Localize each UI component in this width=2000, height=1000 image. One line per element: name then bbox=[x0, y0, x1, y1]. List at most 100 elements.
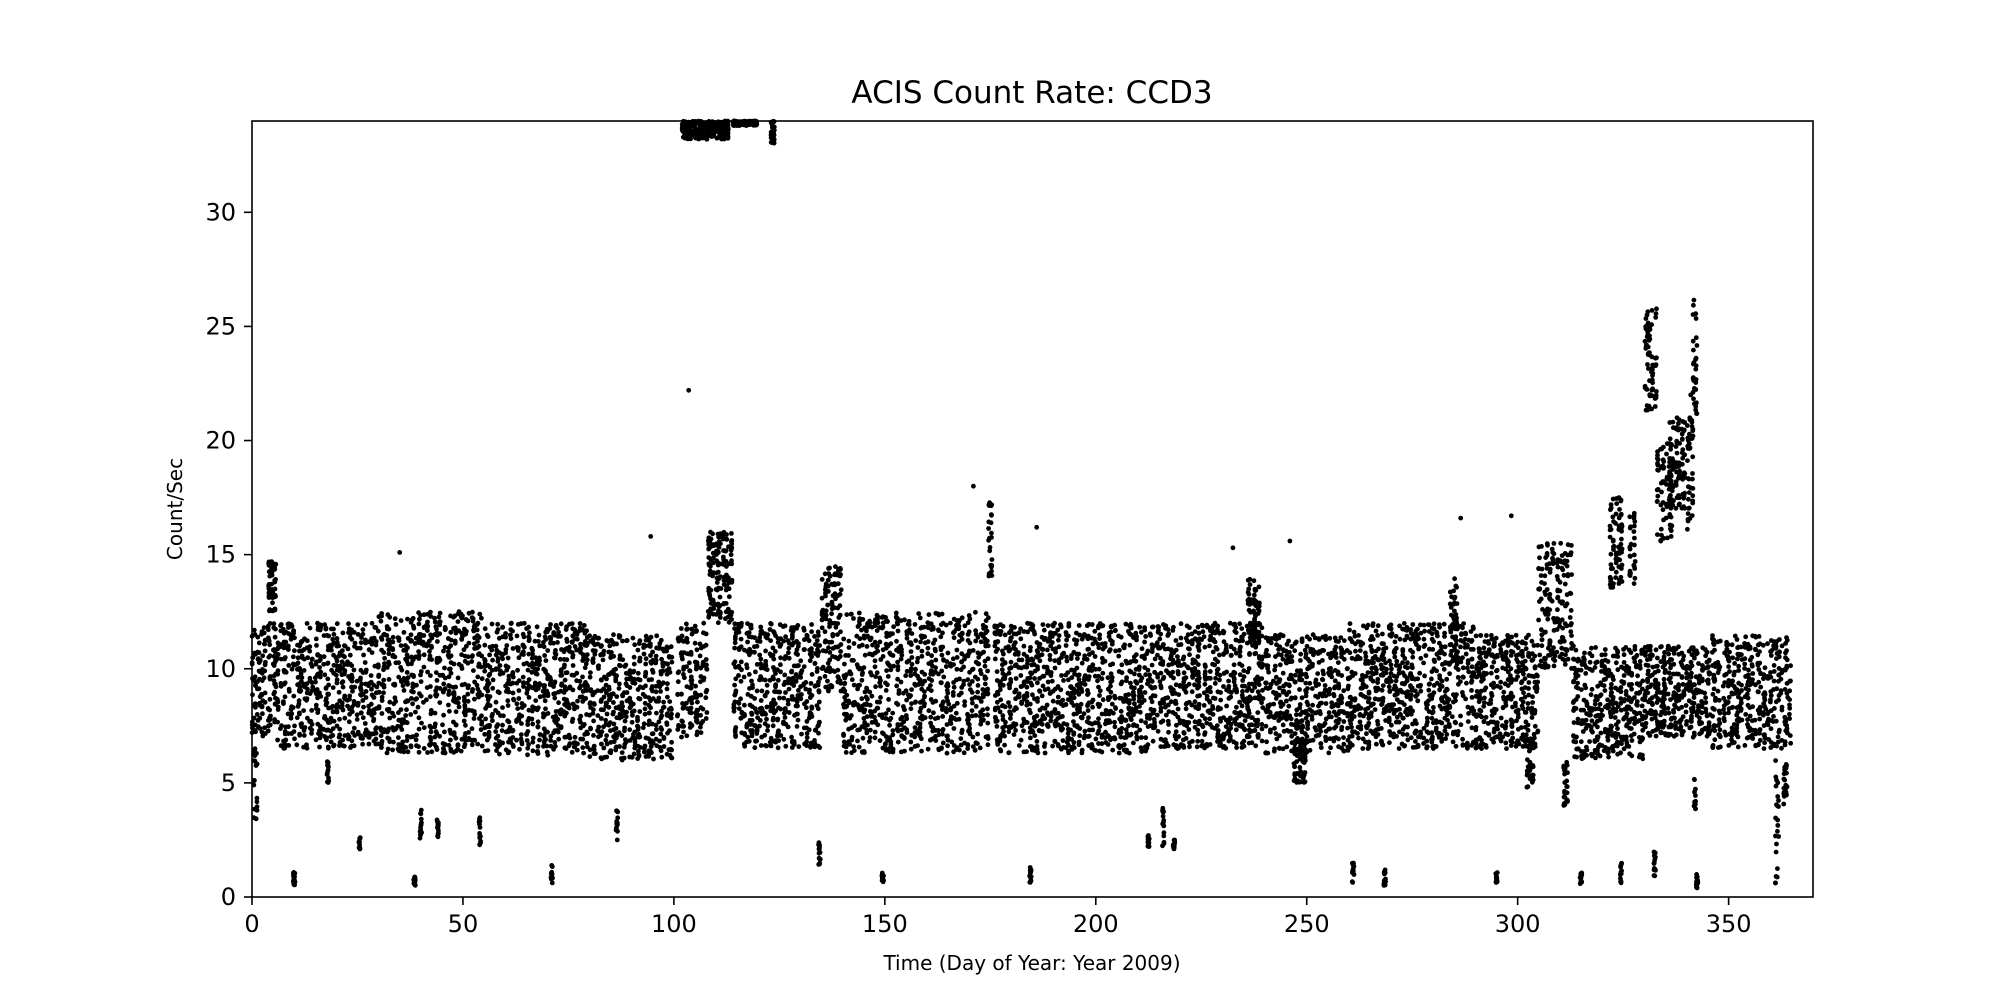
data-point bbox=[400, 739, 406, 745]
data-point bbox=[1112, 622, 1118, 628]
data-point bbox=[427, 649, 432, 654]
data-point bbox=[617, 744, 622, 749]
data-point bbox=[601, 652, 606, 657]
data-point bbox=[808, 681, 814, 686]
data-point bbox=[479, 713, 484, 719]
data-point bbox=[1133, 679, 1138, 684]
data-point bbox=[980, 707, 986, 713]
data-point bbox=[262, 641, 267, 647]
data-point bbox=[354, 712, 360, 718]
data-point bbox=[809, 654, 815, 660]
data-point bbox=[887, 722, 892, 728]
data-point bbox=[564, 710, 569, 716]
data-point bbox=[600, 657, 606, 663]
data-point bbox=[357, 645, 363, 651]
data-point bbox=[622, 718, 628, 724]
data-point bbox=[418, 612, 423, 618]
data-point bbox=[825, 602, 831, 608]
data-point bbox=[1089, 622, 1095, 627]
data-point bbox=[822, 674, 828, 679]
data-point bbox=[398, 707, 404, 712]
data-point bbox=[1012, 625, 1017, 630]
data-point bbox=[745, 639, 750, 645]
data-point bbox=[732, 727, 738, 732]
data-point bbox=[584, 682, 590, 688]
data-point bbox=[390, 647, 396, 653]
data-point bbox=[254, 712, 260, 717]
data-point bbox=[918, 639, 923, 645]
data-point bbox=[698, 712, 703, 718]
data-point bbox=[548, 733, 554, 739]
data-point bbox=[381, 677, 387, 683]
data-point bbox=[515, 648, 521, 653]
data-point bbox=[733, 688, 739, 694]
data-point bbox=[803, 705, 809, 711]
data-point bbox=[267, 707, 272, 713]
data-point bbox=[939, 668, 945, 674]
data-point bbox=[658, 637, 664, 643]
data-point bbox=[374, 725, 379, 731]
data-point bbox=[1002, 742, 1007, 748]
data-point bbox=[360, 736, 365, 741]
data-point bbox=[462, 708, 468, 713]
data-point bbox=[679, 633, 685, 639]
data-point bbox=[857, 636, 863, 642]
data-point bbox=[1079, 660, 1085, 666]
data-point bbox=[693, 683, 698, 689]
data-point bbox=[428, 632, 433, 638]
data-point bbox=[1032, 733, 1038, 738]
data-point bbox=[654, 710, 659, 716]
data-point bbox=[441, 648, 446, 654]
data-point bbox=[556, 629, 561, 635]
data-point bbox=[1042, 741, 1048, 746]
data-point bbox=[349, 738, 355, 744]
data-point bbox=[526, 677, 532, 683]
data-point bbox=[627, 705, 633, 711]
data-point bbox=[917, 677, 923, 683]
data-point bbox=[604, 754, 610, 760]
data-point bbox=[526, 695, 532, 700]
data-point bbox=[917, 709, 923, 714]
data-point bbox=[650, 670, 656, 675]
data-point bbox=[317, 654, 323, 659]
data-point bbox=[500, 624, 506, 630]
data-point bbox=[687, 660, 692, 666]
data-point bbox=[267, 722, 273, 728]
data-point bbox=[703, 642, 709, 648]
data-point bbox=[373, 730, 379, 736]
data-point bbox=[564, 657, 570, 663]
data-point bbox=[442, 675, 448, 681]
data-point bbox=[684, 664, 689, 670]
data-point bbox=[295, 655, 301, 661]
data-point bbox=[360, 741, 365, 747]
data-point bbox=[558, 724, 564, 729]
data-point bbox=[678, 691, 684, 697]
data-point bbox=[624, 638, 630, 643]
data-point bbox=[416, 726, 422, 732]
data-point bbox=[635, 647, 641, 653]
data-point bbox=[357, 677, 363, 683]
data-point bbox=[272, 566, 278, 572]
data-point bbox=[425, 669, 430, 675]
data-point bbox=[328, 715, 334, 721]
data-point bbox=[816, 730, 821, 736]
data-point bbox=[545, 648, 551, 653]
data-point bbox=[1212, 681, 1218, 686]
data-point bbox=[351, 743, 357, 749]
data-point bbox=[908, 693, 913, 698]
data-point bbox=[482, 731, 488, 737]
data-point bbox=[989, 557, 995, 562]
data-point bbox=[326, 682, 331, 688]
data-point bbox=[826, 645, 831, 651]
data-point bbox=[437, 610, 443, 616]
data-point bbox=[895, 628, 901, 634]
data-point bbox=[1154, 712, 1160, 718]
data-point bbox=[729, 609, 735, 615]
data-point bbox=[869, 693, 875, 699]
data-point bbox=[428, 684, 433, 689]
data-point bbox=[1158, 709, 1164, 714]
data-point bbox=[1044, 664, 1050, 670]
data-point bbox=[421, 633, 427, 638]
data-point bbox=[741, 674, 747, 680]
data-point bbox=[471, 668, 476, 673]
